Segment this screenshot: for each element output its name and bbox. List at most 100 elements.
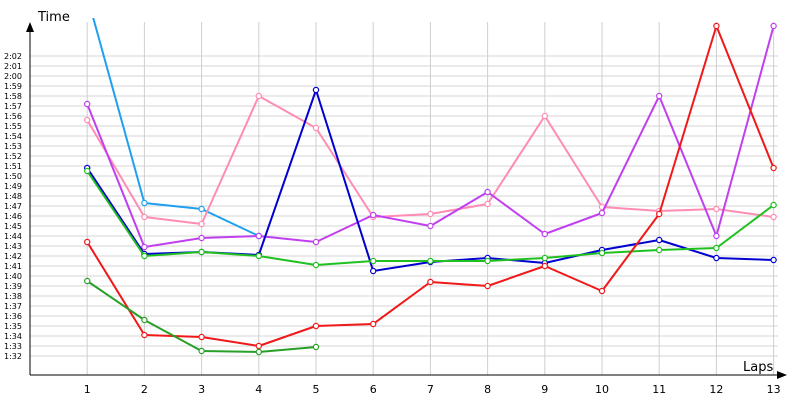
x-tick-label: 4	[255, 383, 262, 396]
data-point	[141, 199, 148, 207]
y-tick-label: 1:59	[4, 82, 22, 91]
y-tick-label: 1:58	[4, 92, 22, 101]
data-point	[656, 236, 663, 244]
x-tick-label: 10	[595, 383, 609, 396]
series-3	[83, 22, 777, 251]
data-point	[598, 287, 606, 295]
data-point	[198, 347, 205, 355]
data-point	[427, 222, 434, 230]
y-tick-label: 1:48	[4, 192, 22, 201]
y-tick-label: 1:52	[4, 152, 22, 161]
data-point	[198, 333, 205, 341]
y-tick-label: 1:38	[4, 292, 22, 301]
data-point	[713, 254, 720, 262]
data-point	[83, 116, 91, 124]
y-tick-label: 1:56	[4, 112, 22, 121]
data-point	[427, 257, 434, 265]
x-tick-label: 7	[427, 383, 434, 396]
data-point	[83, 238, 91, 246]
data-point	[370, 320, 377, 328]
y-tick-label: 1:43	[4, 242, 22, 251]
y-tick-label: 1:49	[4, 182, 22, 191]
y-tick-label: 1:34	[4, 332, 22, 341]
data-point	[255, 342, 262, 350]
data-point	[770, 256, 777, 264]
data-point	[312, 322, 320, 330]
y-tick-label: 1:36	[4, 312, 22, 321]
data-point	[541, 262, 549, 270]
data-point	[484, 200, 491, 208]
data-point	[255, 252, 262, 260]
data-point	[370, 257, 377, 265]
data-point	[198, 248, 205, 256]
axes	[26, 22, 787, 379]
y-tick-label: 2:01	[4, 62, 22, 71]
y-tick-label: 1:54	[4, 132, 22, 141]
y-tick-label: 1:50	[4, 172, 22, 181]
data-point	[255, 92, 262, 100]
data-point	[770, 213, 777, 221]
y-tick-label: 1:47	[4, 202, 22, 211]
x-axis-title: Laps	[743, 360, 773, 375]
data-point	[770, 201, 777, 209]
x-tick-label: 6	[370, 383, 377, 396]
data-point	[598, 209, 606, 217]
data-point	[770, 164, 777, 172]
x-tick-label: 5	[313, 383, 320, 396]
data-point	[312, 343, 320, 351]
data-point	[370, 211, 377, 219]
data-point	[141, 316, 148, 324]
y-tick-label: 1:35	[4, 322, 22, 331]
data-point	[656, 210, 663, 218]
series-line	[92, 18, 260, 237]
y-tick-label: 2:00	[4, 72, 22, 81]
y-tick-label: 1:46	[4, 212, 22, 221]
data-point	[656, 92, 663, 100]
y-tick-label: 1:44	[4, 232, 22, 241]
y-tick-label: 1:41	[4, 262, 22, 271]
y-tick-label: 1:40	[4, 272, 22, 281]
x-tick-label: 9	[541, 383, 548, 396]
data-point	[198, 220, 205, 228]
data-point	[713, 232, 720, 240]
series-7	[83, 277, 320, 356]
data-point	[198, 234, 205, 242]
data-point	[427, 210, 434, 218]
data-point	[541, 230, 549, 238]
data-point	[141, 252, 148, 260]
data-point	[541, 254, 549, 262]
x-tick-label: 2	[141, 383, 148, 396]
data-point	[713, 205, 720, 213]
x-tick-label: 8	[484, 383, 491, 396]
data-point	[541, 112, 549, 120]
data-point	[370, 267, 377, 275]
data-point	[656, 246, 663, 254]
data-point	[83, 277, 91, 285]
data-point	[484, 282, 491, 290]
data-point	[312, 238, 320, 246]
x-tick-label: 12	[709, 383, 723, 396]
y-axis-title: Time	[37, 10, 70, 25]
data-point	[312, 261, 320, 269]
data-point	[484, 257, 491, 265]
y-tick-label: 1:51	[4, 162, 22, 171]
data-point	[83, 167, 91, 175]
data-point	[255, 232, 262, 240]
x-tick-label: 1	[84, 383, 91, 396]
series-6	[83, 22, 777, 350]
y-tick-label: 1:39	[4, 282, 22, 291]
series	[83, 18, 777, 356]
data-point	[713, 244, 720, 252]
y-tick-label: 1:33	[4, 342, 22, 351]
x-tick-label: 13	[767, 383, 781, 396]
y-tick-label: 1:53	[4, 142, 22, 151]
data-point	[141, 243, 148, 251]
y-tick-label: 1:37	[4, 302, 22, 311]
data-point	[198, 205, 205, 213]
tick-labels: 1:321:331:341:351:361:371:381:391:401:41…	[4, 52, 781, 396]
y-tick-label: 1:42	[4, 252, 22, 261]
data-point	[83, 100, 91, 108]
y-tick-label: 1:55	[4, 122, 22, 131]
